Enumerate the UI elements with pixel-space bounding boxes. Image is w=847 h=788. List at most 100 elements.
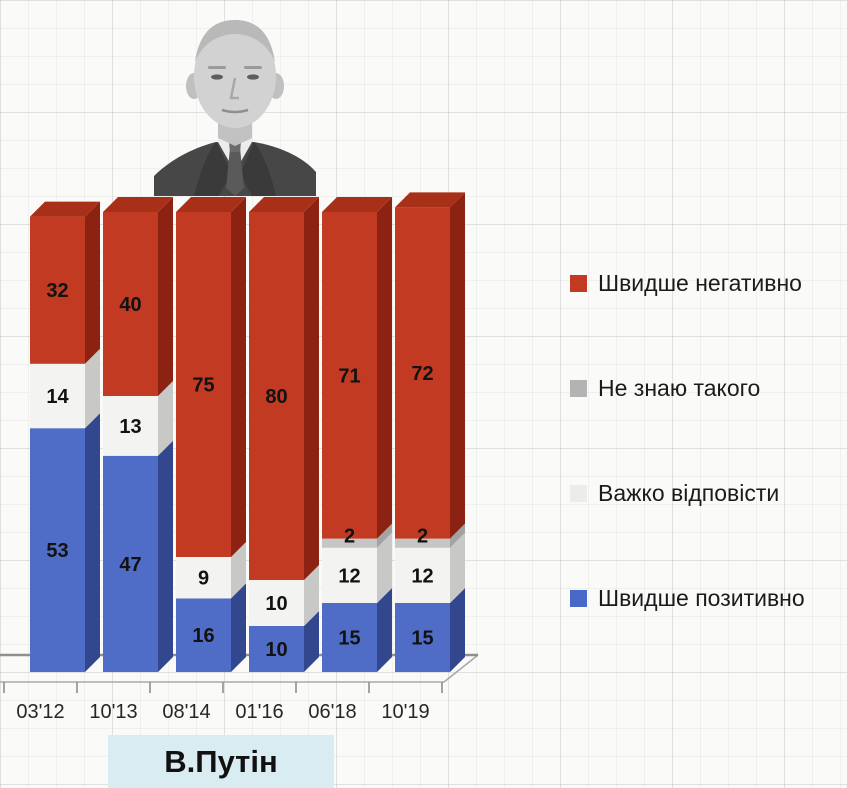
bar-value-label: 53 (46, 540, 68, 562)
bar-segment (176, 598, 231, 672)
bar-value-label: 16 (192, 625, 214, 647)
bar-value-label: 47 (119, 554, 141, 576)
bar-value-label: 2 (417, 526, 428, 548)
legend-label: Швидше негативно (598, 269, 802, 296)
suit-lapel-left (194, 142, 232, 196)
bar-segment-side (85, 413, 100, 672)
bar-segment (395, 603, 450, 672)
legend-label: Швидше позитивно (598, 584, 805, 611)
bar-segment (30, 428, 85, 672)
bar-value-label: 75 (192, 375, 214, 397)
bar-top-face (30, 201, 100, 217)
bar-segment (176, 557, 231, 599)
bar-value-label: 14 (46, 386, 69, 408)
bar-top-face (103, 197, 173, 212)
bar-segment (322, 547, 377, 603)
bar-segment (249, 580, 304, 626)
bar-value-label: 13 (119, 416, 141, 438)
bar-value-label: 10 (265, 593, 287, 615)
bar-value-label: 15 (411, 628, 433, 650)
eyebrow-right (244, 66, 262, 69)
bar-segment (395, 207, 450, 539)
bar-segment-side (158, 440, 173, 672)
hair (195, 20, 275, 62)
x-axis-label: 01'16 (235, 701, 283, 723)
x-axis-label: 06'18 (308, 701, 356, 723)
bar-value-label: 12 (411, 565, 433, 587)
bar-segment-side (450, 532, 465, 603)
bar-segment-side (304, 565, 319, 626)
bar-segment-side (231, 197, 246, 557)
x-axis-label: 03'12 (16, 701, 64, 723)
bar-segment (322, 538, 377, 548)
x-axis-label: 10'19 (381, 701, 429, 723)
legend-item-hard-to-answer: Важко відповісти (570, 478, 805, 508)
bar-top-face (176, 197, 246, 212)
bar-value-label: 72 (411, 363, 433, 385)
bar-segment (30, 363, 85, 429)
tie (226, 148, 244, 196)
bar-segment (103, 212, 158, 396)
legend-swatch-red (570, 274, 587, 292)
putin-portrait-photo (148, 6, 322, 196)
legend-item-dont-know-him: Не знаю такого (570, 373, 805, 403)
bar-segment-side (377, 197, 392, 539)
bar-segment-side (85, 348, 100, 429)
bar-segment-side (304, 611, 319, 672)
bar-segment (249, 626, 304, 672)
bar-segment-side (158, 381, 173, 456)
suit-lapel-right (240, 142, 276, 196)
head (194, 24, 276, 128)
bar-segment (30, 216, 85, 364)
bar-top-face (395, 192, 465, 208)
bar-value-label: 32 (46, 280, 68, 302)
legend-item-positive: Швидше позитивно (570, 583, 805, 613)
bar-segment (395, 538, 450, 548)
bar-segment-side (158, 197, 173, 396)
eyebrow-left (208, 66, 226, 69)
bar-top-face (322, 197, 392, 212)
bar-segment-side (377, 532, 392, 603)
legend-swatch-white (570, 484, 587, 502)
bar-value-label: 15 (338, 628, 360, 650)
bar-segment (322, 603, 377, 672)
floor-right-edge (443, 654, 479, 683)
bar-segment-side (231, 583, 246, 672)
bar-segment (322, 212, 377, 539)
bar-segment (103, 396, 158, 456)
bar-segment-side (85, 201, 100, 364)
legend-item-negative: Швидше негативно (570, 268, 805, 298)
legend: Швидше негативно Не знаю такого Важко ві… (570, 268, 805, 688)
stacked-bar-chart: 53 14 32 03'12 47 13 40 10'13 16 9 75 08'14 10 10 80 01… (0, 192, 479, 723)
bar-segment (176, 212, 231, 557)
bar-value-label: 2 (344, 526, 355, 548)
bar-top-face (249, 197, 319, 212)
bar-value-label: 10 (265, 639, 287, 661)
bar-segment (103, 455, 158, 672)
bar-value-label: 71 (338, 365, 360, 387)
bar-value-label: 80 (265, 386, 287, 408)
nose (229, 77, 239, 100)
eye-right (247, 74, 259, 80)
legend-swatch-blue (570, 589, 587, 607)
legend-swatch-gray (570, 379, 587, 397)
bar-segment-side (377, 523, 392, 548)
bar-value-label: 12 (338, 565, 360, 587)
bar-segment-side (450, 523, 465, 548)
bar-segment-side (450, 192, 465, 539)
x-axis-label: 10'13 (89, 701, 137, 723)
eye-left (211, 74, 223, 80)
mouth (221, 108, 249, 114)
portrait-graphic (154, 20, 316, 196)
bar-segment (249, 212, 304, 580)
bar-value-label: 9 (198, 568, 209, 590)
person-name-label: В.Путін (108, 735, 334, 788)
legend-label: Важко відповісти (598, 479, 780, 506)
legend-label: Не знаю такого (598, 374, 761, 401)
bar-segment-side (231, 542, 246, 599)
bar-segment-side (304, 197, 319, 580)
bar-value-label: 40 (119, 294, 141, 316)
x-axis-label: 08'14 (162, 701, 210, 723)
bar-segment (395, 547, 450, 603)
